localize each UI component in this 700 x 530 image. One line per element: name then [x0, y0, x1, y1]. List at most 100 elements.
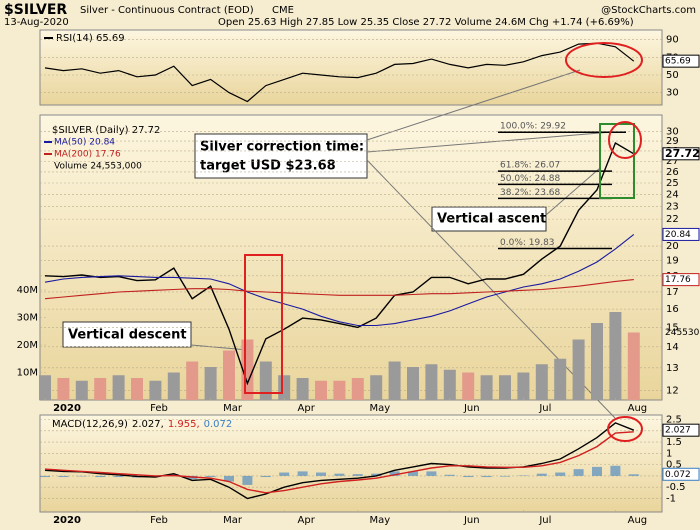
volume-bar	[204, 367, 217, 400]
histogram-bar	[463, 475, 474, 478]
volume-bar	[627, 332, 640, 400]
series-line	[44, 279, 634, 300]
callout-lines	[190, 69, 616, 419]
y-tick-label: 20	[666, 241, 679, 252]
histogram-bar	[426, 471, 437, 476]
y-tick-label: -1	[666, 493, 676, 504]
volume-bar	[407, 367, 419, 400]
instrument-name: Silver - Continuous Contract (EOD)	[80, 5, 254, 16]
y-tick-label: 16	[666, 304, 679, 315]
volume-bar	[333, 380, 346, 400]
histogram-bar	[573, 469, 584, 476]
annotation: Vertical descent	[68, 328, 187, 343]
legend-label: MA(50) 20.84	[54, 138, 115, 148]
series-line	[44, 233, 635, 327]
annotation-box	[62, 321, 192, 348]
value-tag	[662, 227, 700, 241]
histogram-bar	[113, 475, 124, 478]
volume-bar	[259, 361, 272, 400]
histogram-bar	[95, 475, 106, 478]
y-tick-label: 25	[666, 178, 679, 189]
macd-legend: MACD(12,26,9)	[52, 419, 128, 430]
y-tick-label: 17	[666, 287, 679, 298]
x-tick-label: Jul	[538, 403, 551, 414]
legend-value: 1.955,	[168, 419, 200, 430]
volume-bar	[149, 380, 162, 400]
y-tick-label: 1.5	[666, 437, 682, 448]
volume-bar	[462, 372, 475, 400]
exchange: CME	[272, 5, 294, 16]
histogram-bar	[500, 475, 510, 477]
x-tick-label: Mar	[223, 515, 243, 526]
volume-bar	[609, 312, 622, 400]
symbol: $SILVER	[4, 2, 67, 18]
highlight-circle	[608, 121, 642, 159]
volume-bar	[370, 375, 383, 400]
fib-label: 100.0%: 29.92	[500, 122, 566, 132]
x-tick-label: Feb	[150, 515, 168, 526]
annotation: Vertical ascent	[437, 212, 546, 227]
histogram-bar	[297, 471, 308, 476]
histogram-bar	[555, 472, 566, 476]
x-tick-label: Mar	[223, 403, 243, 414]
value-tag-label: 20.84	[665, 230, 691, 240]
y-tick-label: 12	[666, 385, 679, 396]
y-tick-label: 40M	[17, 285, 38, 296]
legend-label: MA(200) 17.76	[54, 150, 121, 160]
legend-value: 2.027,	[132, 419, 164, 430]
volume-bar	[499, 375, 511, 400]
x-tick-label: Jun	[463, 515, 480, 526]
volume-bar	[112, 375, 125, 400]
y-tick-label: 30	[666, 126, 679, 137]
y-tick-label: 10M	[17, 368, 38, 379]
histogram-bar	[40, 475, 50, 478]
fib-label: 61.8%: 26.07	[500, 161, 560, 171]
x-tick-label: Feb	[150, 403, 168, 414]
y-tick-label: 30M	[17, 313, 38, 324]
highlight-box	[244, 254, 283, 394]
histogram-bar	[481, 475, 492, 478]
histogram-bar	[224, 475, 234, 482]
y-tick-label: 24	[666, 190, 679, 201]
histogram-bar	[389, 471, 400, 476]
volume-bar	[443, 369, 456, 400]
callout-line	[545, 167, 601, 216]
histogram-bar	[371, 473, 382, 476]
fib-label: 50.0%: 24.88	[500, 174, 561, 184]
highlights	[244, 42, 643, 442]
histogram-bar	[58, 475, 69, 478]
volume-bar	[75, 380, 88, 400]
date: 13-Aug-2020	[4, 17, 69, 28]
volume-bar	[315, 380, 327, 400]
volume-bar	[554, 358, 567, 400]
series-line	[44, 431, 634, 494]
y-tick-label: 23	[666, 202, 679, 213]
macd-panel	[39, 414, 663, 513]
histogram-bar	[242, 475, 253, 485]
volume-bar	[167, 372, 180, 400]
histogram-bar	[260, 475, 271, 478]
y-tick-label: 90	[666, 35, 679, 46]
x-tick-label: 2020	[53, 403, 81, 414]
x-tick-label: May	[369, 403, 390, 414]
fib-label: 38.2%: 23.68	[500, 188, 561, 198]
volume-bar	[517, 372, 530, 400]
histogram-bar	[610, 465, 621, 476]
y-tick-label: 13	[666, 363, 679, 374]
series-line	[44, 422, 635, 500]
quote: Open 25.63 High 27.85 Low 25.35 Close 27…	[218, 17, 634, 28]
price-legend: $SILVER (Daily) 27.72	[52, 125, 160, 136]
y-tick-label: 15	[666, 322, 679, 333]
annotation-box	[194, 133, 368, 179]
x-tick-label: Aug	[628, 515, 648, 526]
y-tick-label: 0.5	[666, 460, 682, 471]
credit: @StockCharts.com	[601, 5, 696, 16]
y-tick-label: -0.5	[666, 482, 686, 493]
fib-label: 0.0%: 19.83	[500, 238, 555, 248]
histogram-bar	[536, 473, 547, 476]
y-tick-label: 20M	[17, 340, 38, 351]
volume-bar	[57, 378, 70, 400]
y-tick-label: 29	[666, 136, 679, 147]
y-tick-label: 27	[666, 156, 679, 167]
value-tag	[662, 423, 700, 437]
